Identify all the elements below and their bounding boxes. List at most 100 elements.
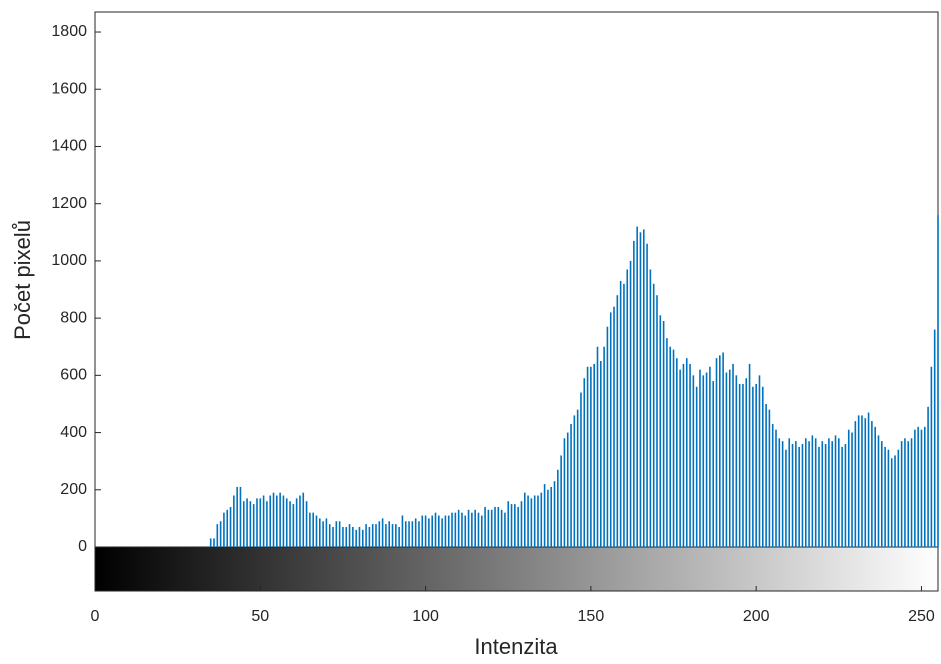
bar — [312, 512, 314, 547]
bar — [821, 441, 824, 547]
bar — [249, 501, 252, 547]
bar — [223, 512, 225, 547]
bar — [438, 515, 440, 547]
bar — [745, 378, 748, 547]
bar — [877, 435, 880, 547]
bar — [702, 375, 705, 547]
y-axis-label: Počet pixelů — [10, 220, 35, 340]
bar — [434, 512, 437, 547]
bar — [590, 366, 592, 547]
bar — [874, 426, 876, 547]
bar — [276, 495, 278, 547]
bar — [712, 381, 714, 547]
x-tick-label: 150 — [578, 608, 605, 625]
bar — [851, 432, 853, 547]
bar — [775, 429, 777, 547]
bar — [576, 409, 579, 547]
bar — [560, 455, 562, 547]
bar — [365, 524, 367, 547]
bar — [672, 349, 675, 547]
bar — [213, 538, 215, 547]
bar — [804, 438, 807, 547]
bar — [894, 455, 896, 547]
bar — [328, 524, 331, 547]
bar — [834, 435, 837, 547]
bar — [765, 403, 767, 547]
bar — [742, 383, 744, 547]
bar — [603, 346, 605, 547]
bar — [335, 521, 338, 547]
colorbar — [94, 546, 939, 592]
bar — [626, 269, 629, 547]
bar — [266, 501, 268, 547]
bar — [322, 521, 324, 547]
bar — [649, 269, 652, 547]
bar — [771, 423, 774, 547]
bar — [540, 492, 543, 547]
bar — [831, 441, 834, 547]
bar — [319, 518, 321, 547]
bar — [669, 346, 672, 547]
bar — [507, 501, 510, 547]
bar — [537, 495, 539, 547]
bar — [580, 392, 582, 547]
bar — [424, 515, 427, 547]
bar — [828, 438, 830, 547]
y-tick-label: 400 — [60, 424, 87, 441]
bar — [209, 538, 212, 547]
y-tick-label: 0 — [78, 538, 87, 555]
bar — [586, 366, 589, 547]
bar — [428, 518, 430, 547]
x-tick-label: 200 — [743, 608, 770, 625]
bar — [299, 495, 301, 547]
bar — [388, 521, 391, 547]
bar — [818, 446, 820, 547]
bar — [523, 492, 526, 547]
bar — [930, 366, 933, 547]
x-tick-label: 50 — [251, 608, 269, 625]
bar — [801, 444, 804, 547]
bar — [282, 495, 285, 547]
bar — [497, 506, 500, 547]
bar — [927, 406, 929, 547]
bar — [881, 441, 883, 547]
bar — [636, 226, 638, 547]
bar — [431, 515, 433, 547]
bar — [464, 515, 467, 547]
x-tick-label: 100 — [412, 608, 439, 625]
bar — [735, 375, 738, 547]
bar — [285, 498, 288, 547]
bar — [421, 515, 424, 547]
bar — [504, 512, 506, 547]
bar — [897, 449, 900, 547]
y-tick-label: 1600 — [51, 80, 87, 97]
bar — [309, 512, 311, 547]
bar — [709, 366, 711, 547]
y-tick-label: 1800 — [51, 23, 87, 40]
bar — [342, 526, 344, 547]
bar — [910, 438, 913, 547]
plot-frame — [94, 11, 939, 548]
bar — [272, 492, 275, 547]
bar — [418, 521, 420, 547]
bar — [907, 441, 910, 547]
bar — [398, 526, 400, 547]
bar — [252, 504, 255, 547]
bar — [642, 229, 645, 547]
bar — [441, 518, 443, 547]
bar — [795, 441, 797, 547]
bar — [404, 521, 407, 547]
bar — [758, 375, 761, 547]
bar — [517, 506, 519, 547]
bar — [289, 501, 291, 547]
bar — [847, 429, 850, 547]
bar — [401, 515, 404, 547]
bar — [857, 415, 860, 547]
bar — [530, 498, 533, 547]
bar — [738, 383, 741, 547]
bar — [325, 518, 328, 547]
bar — [623, 283, 625, 547]
bar — [679, 369, 681, 547]
bar — [345, 526, 348, 547]
bar — [914, 429, 916, 547]
